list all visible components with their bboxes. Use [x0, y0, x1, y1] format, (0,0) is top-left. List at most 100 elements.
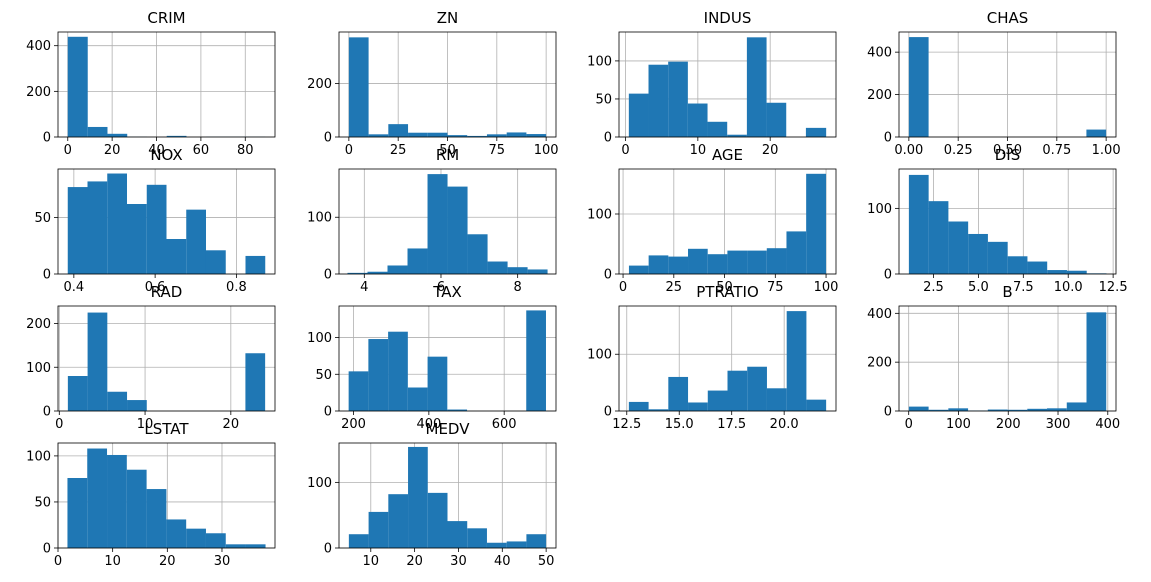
x-tick-label: 12.5 [612, 417, 641, 432]
x-tick-label: 10 [363, 554, 380, 569]
histogram-bar [427, 174, 448, 274]
histogram-bar [348, 37, 369, 137]
y-tick-label: 200 [307, 77, 332, 92]
histogram-bar [348, 371, 369, 411]
histogram-bar [1047, 408, 1067, 411]
histogram-bar [628, 93, 649, 137]
histogram-bar [107, 391, 128, 411]
x-tick-label: 50 [716, 280, 733, 295]
x-tick-label: 8 [514, 280, 522, 295]
histogram-bar [1086, 129, 1107, 137]
histogram-bar [245, 544, 266, 548]
histogram-bar [467, 528, 487, 548]
histogram-bar [408, 132, 428, 137]
y-tick-label: 100 [867, 202, 892, 217]
x-tick-label: 25 [390, 143, 407, 158]
histogram-bar [368, 134, 389, 137]
histogram-bar [707, 390, 728, 411]
histogram-bar [407, 248, 428, 274]
x-tick-label: 50 [439, 143, 456, 158]
x-tick-label: 50 [538, 554, 555, 569]
histogram-tax: 200 400 600 0 50 100 TAX [307, 283, 557, 432]
histogram-bar [205, 250, 226, 274]
x-tick-label: 30 [450, 554, 467, 569]
y-tick-label: 100 [587, 208, 612, 223]
histogram-bar [368, 511, 389, 548]
histogram-bar [186, 528, 206, 548]
histogram-bar [1066, 402, 1087, 411]
chart-title: MEDV [426, 420, 471, 438]
y-tick-label: 0 [604, 131, 612, 146]
histogram-bar [987, 241, 1008, 274]
chart-title: ZN [437, 9, 459, 27]
axes-frame [57, 31, 276, 138]
chart-title: NOX [150, 146, 182, 164]
y-tick-label: 100 [26, 361, 51, 376]
histogram-bar [908, 406, 929, 411]
x-tick-label: 20 [104, 143, 121, 158]
x-tick-label: 12.5 [1099, 280, 1128, 295]
histogram-bar [506, 541, 527, 548]
chart-title: AGE [712, 146, 743, 164]
histogram-bar [527, 269, 548, 274]
histogram-bar [245, 353, 266, 411]
histogram-bar [205, 533, 226, 548]
histogram-bar [166, 239, 187, 274]
x-tick-label: 200 [996, 417, 1021, 432]
chart-title: DIS [995, 146, 1021, 164]
y-tick-label: 0 [43, 131, 51, 146]
axes-frame [618, 168, 837, 275]
x-tick-label: 0.75 [1042, 143, 1071, 158]
histogram-bar [388, 494, 409, 548]
histogram-bar [908, 37, 929, 137]
histogram-bar [127, 400, 147, 411]
y-tick-label: 400 [867, 46, 892, 61]
x-tick-label: 400 [416, 417, 441, 432]
x-tick-label: 0 [619, 280, 627, 295]
histogram-bar [427, 356, 448, 411]
x-tick-label: 0 [621, 143, 629, 158]
y-tick-label: 100 [307, 476, 332, 491]
histogram-bar [948, 408, 969, 411]
histogram-bar [786, 311, 807, 411]
histogram-chas: 0.00 0.25 0.50 0.75 1.00 0 200 400 CHAS [867, 9, 1120, 158]
histogram-bar [948, 221, 969, 274]
histogram-ptratio: 12.5 15.0 17.5 20.0 0 100 PTRATIO [587, 283, 837, 432]
histogram-bar [387, 265, 408, 274]
y-tick-label: 200 [867, 356, 892, 371]
histogram-bar [487, 261, 508, 274]
x-tick-label: 0 [54, 554, 62, 569]
x-tick-label: 30 [214, 554, 231, 569]
y-tick-label: 0 [884, 131, 892, 146]
histogram-bar [908, 174, 929, 274]
x-tick-label: 1.00 [1092, 143, 1121, 158]
y-tick-label: 0 [324, 542, 332, 557]
x-tick-label: 5.0 [968, 280, 989, 295]
y-tick-label: 50 [315, 368, 332, 383]
histogram-bar [427, 132, 448, 137]
x-tick-label: 20 [762, 143, 779, 158]
histogram-bar [506, 132, 527, 137]
y-tick-label: 200 [26, 317, 51, 332]
histogram-bar [805, 127, 827, 137]
histogram-bar [688, 248, 708, 274]
axes-frame [618, 31, 837, 138]
y-tick-label: 200 [867, 88, 892, 103]
histogram-bar [727, 250, 748, 274]
histogram-bar [427, 492, 448, 548]
histogram-bar [107, 133, 128, 137]
y-tick-label: 100 [307, 211, 332, 226]
x-tick-label: 4 [360, 280, 368, 295]
histogram-bar [668, 61, 688, 137]
histogram-bar [225, 544, 246, 548]
x-tick-label: 75 [489, 143, 506, 158]
histogram-bar [688, 402, 708, 411]
histogram-bar [447, 521, 468, 548]
axes-frame [338, 305, 557, 412]
x-tick-label: 25 [666, 280, 683, 295]
x-tick-label: 75 [767, 280, 784, 295]
x-tick-label: 40 [494, 554, 511, 569]
x-tick-label: 0.8 [226, 280, 247, 295]
chart-title: CHAS [987, 9, 1029, 27]
